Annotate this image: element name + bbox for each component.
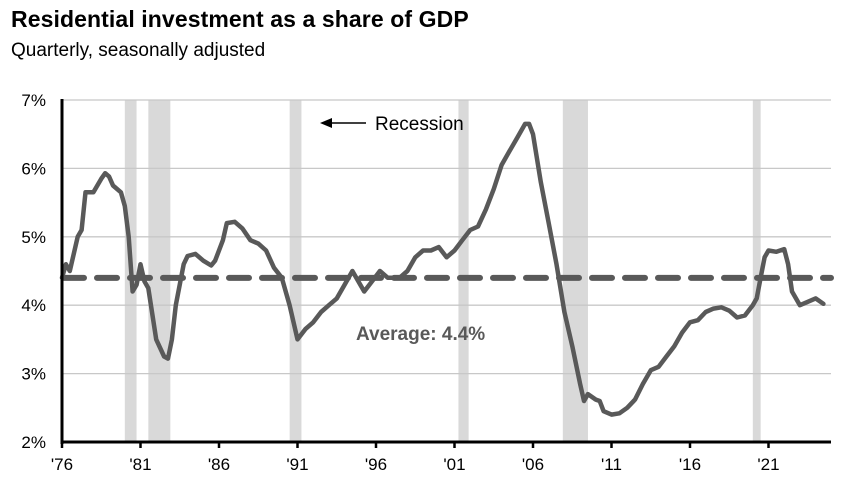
recession-arrow-head (320, 118, 332, 128)
x-tick-label: '86 (208, 455, 230, 474)
series-line-residential-investment (59, 121, 826, 417)
recession-bands (124, 100, 761, 442)
x-tick-label: '01 (443, 455, 465, 474)
recession-band-5 (752, 100, 761, 442)
x-tick-label: '91 (286, 455, 308, 474)
gridlines (62, 99, 831, 375)
average-label: Average: 4.4% (356, 324, 485, 345)
annotations: Recession Average: 4.4% (320, 114, 485, 345)
x-tick-label: '16 (679, 455, 701, 474)
y-tick-label: 2% (21, 433, 46, 452)
recession-band-4 (562, 100, 588, 442)
recession-label: Recession (375, 114, 464, 135)
recession-band-2 (289, 100, 302, 442)
x-tick-label: '96 (365, 455, 387, 474)
axes: 2% 3% 4% 5% 6% 7% '76 '81 '86 '91 '96 '01 '06 '11 '16 '… (21, 91, 831, 474)
x-tick-label: '76 (51, 455, 73, 474)
y-tick-label: 5% (21, 228, 46, 247)
recession-band-1 (148, 100, 171, 442)
series-group (59, 121, 826, 417)
y-tick-label: 6% (21, 159, 46, 178)
y-tick-label: 7% (21, 91, 46, 110)
y-tick-label: 3% (21, 365, 46, 384)
x-tick-label: '21 (757, 455, 779, 474)
x-tick-label: '11 (601, 455, 622, 474)
chart-title: Residential investment as a share of GDP (11, 6, 469, 32)
chart-subtitle: Quarterly, seasonally adjusted (11, 40, 266, 61)
recession-band-3 (458, 100, 469, 442)
x-tick-label: '06 (522, 455, 544, 474)
x-tick-label: '81 (129, 455, 151, 474)
y-tick-label: 4% (21, 296, 46, 315)
